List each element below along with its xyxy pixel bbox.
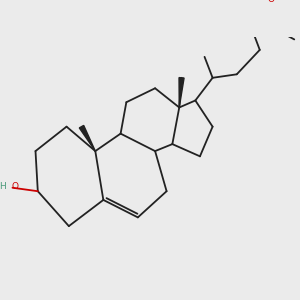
Text: O: O [11,182,18,191]
Text: O: O [268,0,275,4]
Polygon shape [179,78,184,107]
Text: H: H [0,182,6,191]
Polygon shape [79,125,95,151]
